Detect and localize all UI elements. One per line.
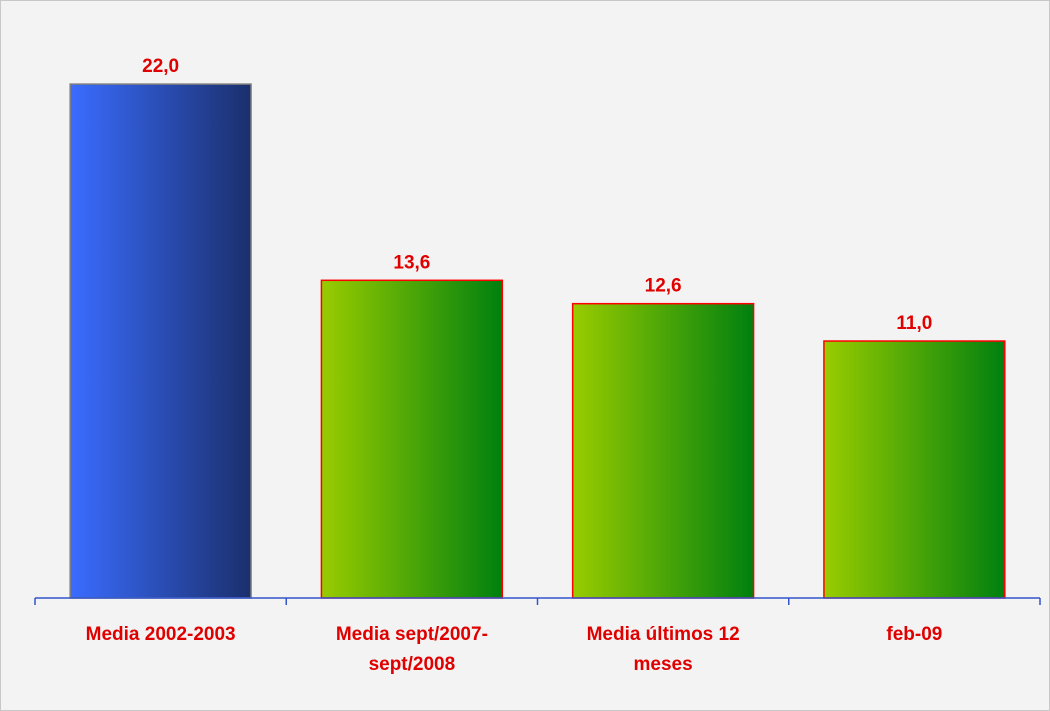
data-label: 22,0 (142, 56, 179, 77)
x-tick-label: Media últimos 12 meses (586, 624, 740, 675)
bar (571, 302, 755, 599)
x-tick-label: feb-09 (886, 624, 943, 645)
x-tick-label: Media 2002-2003 (85, 624, 236, 645)
bar (320, 279, 504, 599)
data-label: 11,0 (896, 313, 932, 334)
bar (69, 83, 252, 599)
x-tick-label: Media sept/2007-sept/2008 (335, 624, 488, 675)
data-label: 12,6 (645, 276, 682, 297)
data-label: 13,6 (393, 252, 430, 273)
bar (823, 340, 1006, 599)
